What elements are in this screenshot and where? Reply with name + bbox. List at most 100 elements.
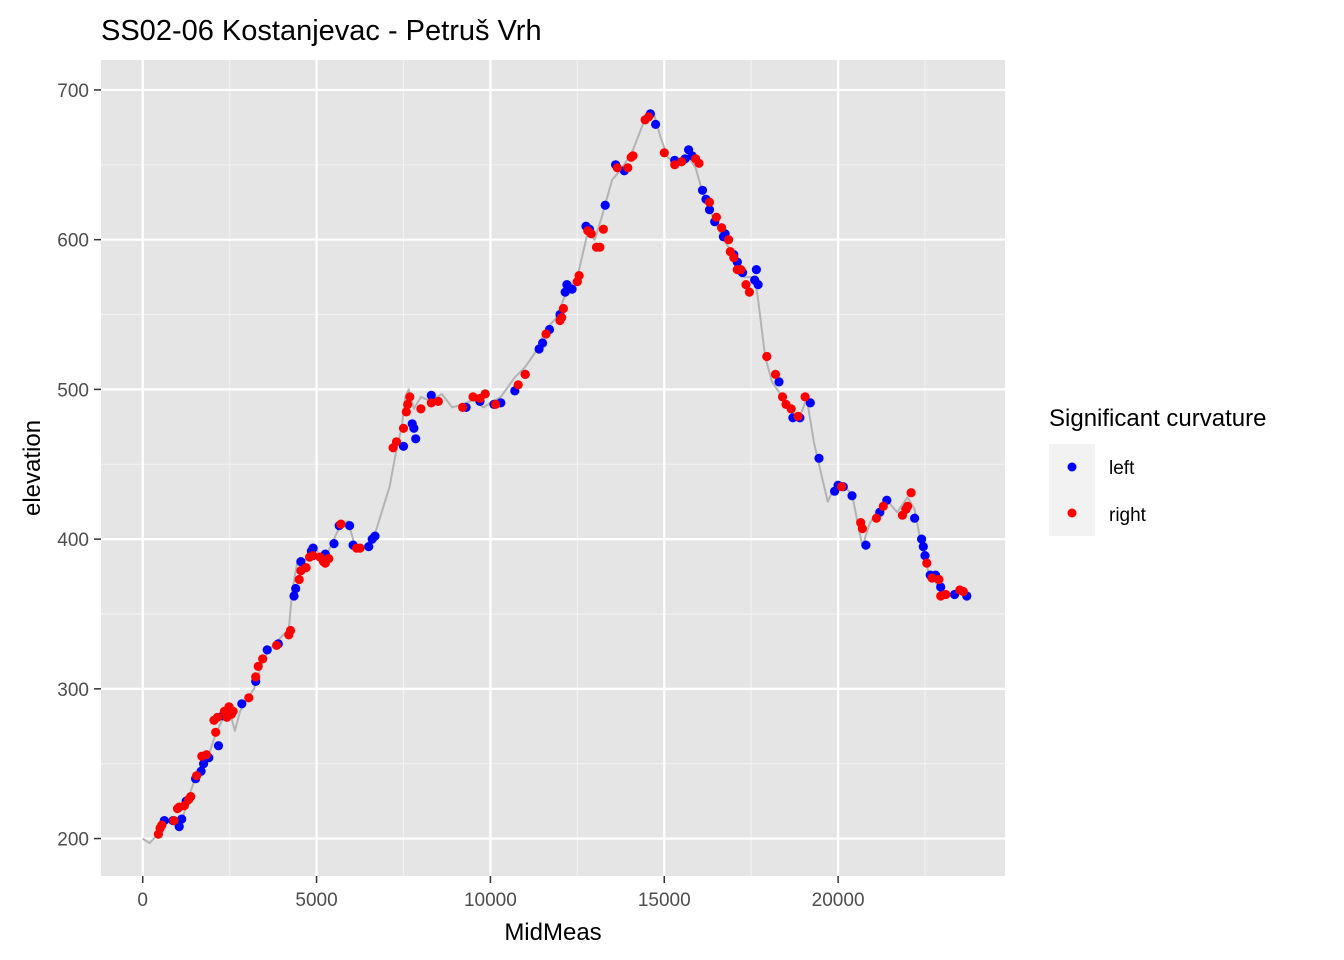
data-point-right <box>793 411 803 421</box>
data-point-right <box>541 329 551 339</box>
data-point-left <box>174 822 184 832</box>
data-point-right <box>958 586 968 597</box>
data-point-left <box>426 390 436 400</box>
data-point-right <box>677 157 687 167</box>
legend: Significant curvature left right <box>1049 405 1266 536</box>
data-point-left <box>329 539 339 549</box>
data-point-left <box>308 543 318 553</box>
x-tick-label: 0 <box>137 890 148 911</box>
data-point-right <box>401 407 411 417</box>
data-point-left <box>177 814 187 824</box>
data-point-right <box>800 392 810 402</box>
data-point-right <box>272 640 282 651</box>
legend-marker-right <box>1067 508 1077 518</box>
data-point-right <box>253 661 263 672</box>
data-point-right <box>192 771 202 781</box>
data-point-right <box>468 392 478 402</box>
data-point-left <box>370 531 380 541</box>
data-point-right <box>598 224 609 234</box>
data-point-right <box>623 163 633 173</box>
x-tick-label: 5000 <box>295 890 337 911</box>
data-point-left <box>560 287 570 297</box>
data-point-right <box>244 693 254 703</box>
plot-panel <box>101 60 1005 876</box>
data-point-left <box>398 441 409 451</box>
data-point-right <box>941 589 951 600</box>
data-point-left <box>538 338 548 348</box>
y-axis-title: elevation <box>19 420 46 516</box>
data-point-right <box>659 148 669 158</box>
y-axis: 200 300 400 500 600 700 <box>57 81 101 851</box>
data-point-right <box>416 404 426 414</box>
data-point-right <box>301 563 311 573</box>
data-point-left <box>199 759 209 769</box>
data-point-right <box>491 399 501 409</box>
data-point-right <box>762 351 772 362</box>
data-point-left <box>805 398 815 408</box>
data-point-right <box>628 151 638 161</box>
y-tick-label: 300 <box>57 680 89 701</box>
data-point-right <box>480 389 490 399</box>
data-point-left <box>704 205 715 215</box>
data-point-right <box>736 265 746 275</box>
data-point-right <box>741 280 751 290</box>
data-point-right <box>927 573 937 583</box>
data-point-right <box>837 482 847 492</box>
data-point-left <box>411 434 421 444</box>
data-point-right <box>513 380 523 390</box>
data-point-right <box>704 197 715 207</box>
data-point-right <box>336 519 346 529</box>
data-point-right <box>724 235 734 245</box>
data-point-right <box>586 229 596 239</box>
legend-label-left: left <box>1109 458 1135 479</box>
data-point-right <box>906 488 916 498</box>
data-point-right <box>355 543 365 553</box>
data-point-right <box>744 287 755 297</box>
data-point-right <box>403 399 413 409</box>
data-point-right <box>251 672 261 682</box>
y-tick-label: 600 <box>57 231 89 252</box>
data-point-left <box>814 453 824 463</box>
data-point-left <box>918 542 928 552</box>
data-point-left <box>296 557 306 567</box>
major-gridlines <box>101 60 1005 876</box>
data-point-right <box>717 223 727 233</box>
data-point-left <box>697 185 708 195</box>
minor-gridlines <box>101 60 1005 876</box>
data-point-right <box>934 574 944 585</box>
data-point-right <box>574 271 584 281</box>
data-point-right <box>557 312 567 323</box>
data-point-right <box>670 160 680 170</box>
data-point-left <box>920 551 930 561</box>
data-point-right <box>426 398 436 408</box>
data-point-left <box>651 119 661 129</box>
legend-marker-left <box>1067 462 1077 472</box>
data-point-left <box>600 200 610 210</box>
y-tick-label: 400 <box>57 530 89 551</box>
data-point-right <box>324 554 334 564</box>
data-point-right <box>711 212 722 222</box>
data-point-left <box>751 265 762 275</box>
y-tick-label: 500 <box>57 380 89 401</box>
data-point-right <box>729 253 739 263</box>
data-point-right <box>458 402 468 412</box>
x-tick-label: 15000 <box>638 890 691 911</box>
data-point-left <box>861 540 871 550</box>
y-tick-label: 200 <box>57 830 89 851</box>
data-point-left <box>774 377 784 387</box>
data-point-right <box>595 242 605 252</box>
data-point-left <box>289 591 299 601</box>
data-point-right <box>228 706 238 716</box>
data-point-right <box>922 558 932 568</box>
chart-title: SS02-06 Kostanjevac - Petruš Vrh <box>101 15 542 47</box>
data-point-right <box>433 396 443 406</box>
data-point-right <box>644 112 654 122</box>
legend-title: Significant curvature <box>1049 405 1266 432</box>
data-point-left <box>567 284 577 294</box>
data-point-right <box>169 816 179 826</box>
data-point-right <box>308 551 318 561</box>
data-point-right <box>903 501 913 511</box>
data-point-left <box>237 699 247 709</box>
x-tick-label: 10000 <box>464 890 517 911</box>
